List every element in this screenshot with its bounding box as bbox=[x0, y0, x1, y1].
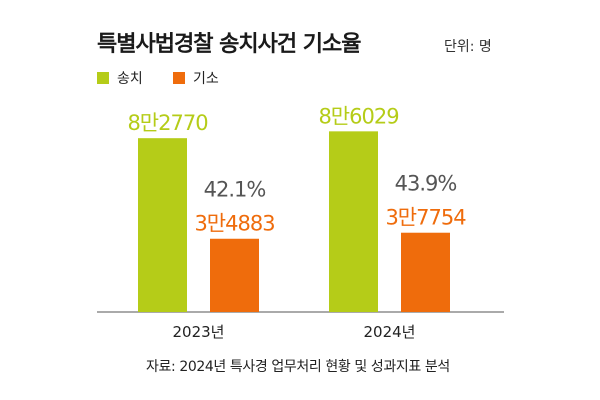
bar-send-1 bbox=[329, 131, 378, 312]
data-label-indict-0: 3만4883 bbox=[194, 212, 274, 236]
rate-label-1: 43.9% bbox=[395, 172, 457, 196]
x-tick-label-1: 2024년 bbox=[364, 323, 416, 341]
x-tick-label-0: 2023년 bbox=[173, 323, 225, 341]
legend-swatch-indict bbox=[173, 72, 185, 84]
data-label-send-0: 8만2770 bbox=[127, 111, 207, 135]
data-label-indict-1: 3만7754 bbox=[385, 206, 466, 230]
legend-item-indict: 기소 bbox=[173, 68, 219, 88]
source-note: 자료: 2024년 특사경 업무처리 현황 및 성과지표 분석 bbox=[146, 359, 450, 375]
chart-title: 특별사법경찰 송치사건 기소율 bbox=[97, 32, 361, 57]
data-label-send-1: 8만6029 bbox=[318, 104, 398, 128]
legend-item-send: 송치 bbox=[97, 68, 143, 88]
bar-send-0 bbox=[138, 138, 187, 312]
unit-label: 단위: 명 bbox=[444, 39, 492, 55]
rate-label-0: 42.1% bbox=[204, 178, 266, 202]
bar-indict-0 bbox=[210, 238, 259, 312]
legend-swatch-send bbox=[97, 72, 109, 84]
legend-label-send: 송치 bbox=[117, 71, 143, 87]
legend-label-indict: 기소 bbox=[193, 71, 219, 87]
bar-indict-1 bbox=[401, 232, 450, 312]
